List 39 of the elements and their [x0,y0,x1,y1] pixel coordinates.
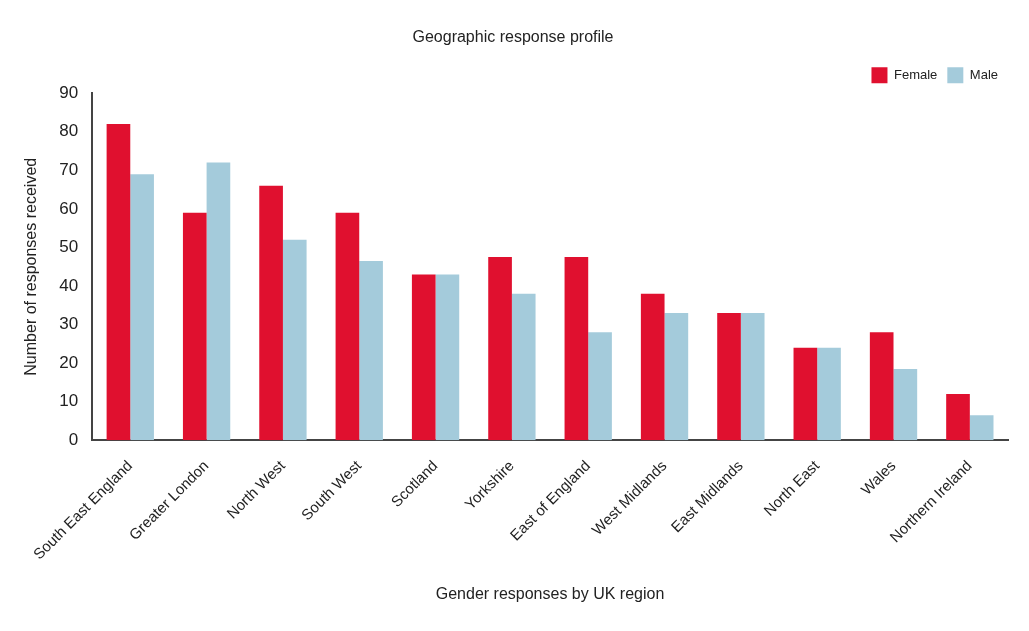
bar [640,293,665,441]
bar [282,239,307,441]
y-tick-label: 20 [59,352,79,372]
bar [893,368,918,441]
bar [130,174,154,441]
y-tick-label: 70 [59,160,79,180]
bar [740,313,765,441]
x-axis-title: Gender responses by UK region [435,584,665,602]
bar [488,257,512,441]
y-tick-label: 80 [59,121,79,141]
y-tick-label: 0 [68,430,79,449]
bar [106,124,131,441]
y-tick-label: 50 [59,237,79,257]
bar [182,212,207,441]
bar [359,260,383,441]
legend-label: Female [893,66,938,82]
bar [511,293,536,441]
bar [335,212,360,441]
y-axis-title: Number of responses received [22,157,40,376]
bar [664,313,689,441]
bar [817,347,841,441]
y-tick-label: 40 [59,275,79,295]
y-tick-label: 90 [59,82,79,102]
bar [793,347,818,441]
bar [435,274,460,441]
bar [206,162,231,441]
bar [946,394,970,441]
bar [717,313,741,441]
y-tick-label: 30 [59,314,79,334]
bar [259,185,283,441]
bar [411,274,436,441]
bar [564,257,589,441]
y-tick-label: 10 [59,391,79,411]
chart-title: Geographic response profile [412,28,614,46]
y-tick-label: 60 [59,198,79,218]
bar [869,332,894,441]
legend-label: Male [969,66,999,82]
bar [588,332,612,441]
bar [969,415,994,441]
